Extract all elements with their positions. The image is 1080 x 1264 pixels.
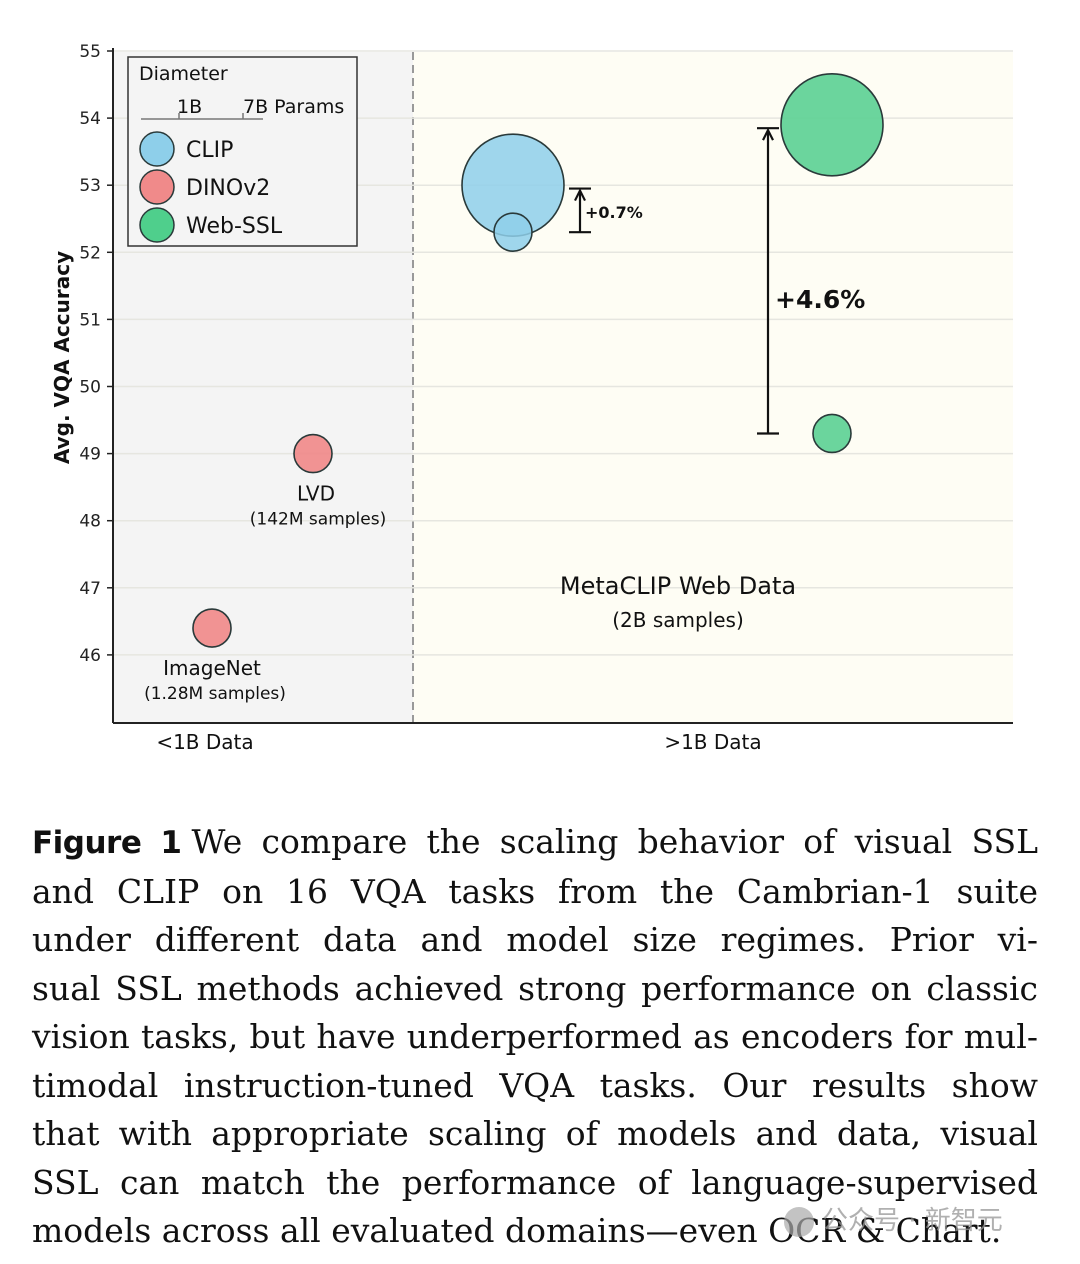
figure-caption: Figure 1 We compare the scaling behavior … — [32, 818, 1038, 1256]
caption-line: vision tasks, but have underperformed as… — [32, 1017, 1038, 1056]
caption-line: and CLIP on 16 VQA tasks from the Cambri… — [32, 871, 1038, 911]
caption-line: Figure 1 We compare the scaling behavior … — [32, 822, 1038, 861]
point-sublabel: (1.28M samples) — [144, 684, 286, 704]
caption-line: timodal instruction-tuned VQA tasks. Our… — [32, 1065, 1038, 1105]
arrow-head-icon — [762, 127, 774, 141]
y-axis-label: Avg. VQA Accuracy — [50, 251, 74, 464]
caption-line: models across all evaluated domains—even… — [32, 1211, 1002, 1250]
data-point-dinov2 — [293, 433, 333, 474]
y-tick-label: 46 — [79, 646, 101, 666]
figure-label: Figure 1 — [32, 825, 182, 861]
legend-entry-label: CLIP — [186, 138, 233, 163]
point-label: LVD — [297, 482, 335, 506]
annotation-label: +4.6% — [775, 285, 865, 314]
caption-line: under different data and model size regi… — [32, 920, 1038, 959]
point-sublabel: (142M samples) — [250, 510, 386, 530]
legend-size-label: 7B Params — [243, 96, 344, 118]
caption-line: that with appropriate scaling of models … — [32, 1114, 1038, 1153]
y-tick-label: 55 — [79, 42, 101, 62]
bubble-chart: <1B Data >1B Data 46 47 48 49 50 51 52 53 54 55 Avg.… — [50, 42, 1013, 754]
y-tick-label: 54 — [79, 109, 101, 129]
y-tick-label: 51 — [79, 310, 101, 330]
arrow-head-icon — [574, 188, 586, 202]
legend-title: Diameter — [139, 63, 228, 85]
y-tick-label: 48 — [79, 512, 101, 532]
data-point-clip — [493, 212, 533, 252]
legend-marker-dinov2 — [139, 169, 175, 205]
region-label: >1B Data — [664, 730, 761, 754]
point-label: ImageNet — [163, 656, 261, 680]
legend-marker-web-ssl — [139, 207, 175, 243]
data-point-web-ssl — [812, 413, 852, 454]
legend-entry-label: DINOv2 — [186, 176, 270, 201]
y-tick-label: 53 — [79, 176, 101, 196]
y-tick-label: 47 — [79, 579, 101, 599]
data-point-web-ssl — [780, 73, 884, 177]
y-tick-label: 49 — [79, 445, 101, 465]
y-tick-label: 52 — [79, 243, 101, 263]
caption-line: sual SSL methods achieved strong perform… — [32, 968, 1038, 1008]
y-tick-label: 50 — [79, 378, 101, 398]
data-point-dinov2 — [192, 608, 232, 648]
caption-line: SSL can match the performance of languag… — [32, 1162, 1038, 1202]
legend-marker-clip — [139, 131, 175, 167]
annotation-label: +0.7% — [585, 203, 643, 222]
region-label: <1B Data — [156, 730, 253, 754]
region-annotation-title: MetaCLIP Web Data — [560, 572, 796, 600]
region-annotation-subtitle: (2B samples) — [612, 608, 744, 632]
legend-size-label: 1B — [177, 96, 202, 118]
legend-entry-label: Web-SSL — [186, 214, 283, 239]
